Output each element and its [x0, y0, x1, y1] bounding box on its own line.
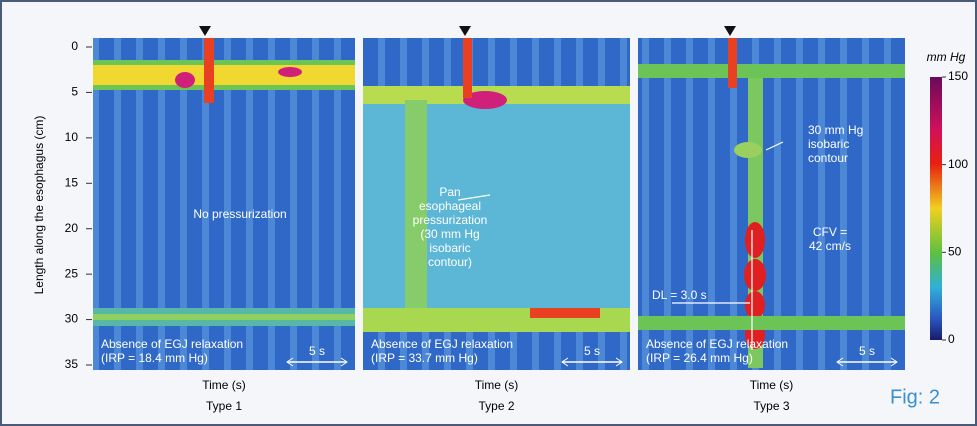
- colorbar-tick-label: 150: [948, 69, 968, 83]
- annotation: contour): [428, 255, 472, 269]
- heatmap-panel: [363, 38, 630, 370]
- x-axis-label: Time (s): [475, 378, 519, 392]
- footer-text: (IRP = 33.7 mm Hg): [371, 351, 478, 365]
- y-tick-label: 5: [71, 85, 78, 99]
- panel-type: Type 2: [478, 399, 514, 413]
- footer-text: (IRP = 26.4 mm Hg): [646, 351, 753, 365]
- colorbar: [930, 77, 942, 340]
- annotation: (30 mm Hg: [420, 227, 479, 241]
- colorbar-title: mm Hg: [927, 50, 966, 64]
- annotation: No pressurization: [193, 207, 286, 221]
- footer-text: Absence of EGJ relaxation: [371, 337, 513, 351]
- footer-text: (IRP = 18.4 mm Hg): [101, 351, 208, 365]
- annotation: 42 cm/s: [809, 239, 851, 253]
- annotation: CFV =: [813, 225, 847, 239]
- annotation: esophageal: [419, 199, 481, 213]
- panel-type: Type 1: [206, 399, 242, 413]
- heatmap-panel: [93, 38, 355, 370]
- y-tick-label: 25: [65, 266, 79, 280]
- heatmap-panel: [638, 38, 905, 370]
- colorbar-tick-label: 100: [948, 157, 968, 171]
- annotation: isobaric: [808, 137, 849, 151]
- annotation: pressurization: [413, 213, 488, 227]
- y-tick-label: 35: [65, 357, 79, 371]
- panel-type: Type 3: [753, 399, 789, 413]
- y-tick-label: 0: [71, 39, 78, 53]
- y-tick-label: 15: [65, 175, 79, 189]
- annotation: isobaric: [429, 241, 470, 255]
- annotation: DL = 3.0 s: [652, 288, 707, 302]
- scale-label: 5 s: [859, 344, 875, 358]
- annotation: Pan: [439, 185, 460, 199]
- annotation: 30 mm Hg: [808, 123, 863, 137]
- scale-label: 5 s: [309, 344, 325, 358]
- footer-text: Absence of EGJ relaxation: [646, 337, 788, 351]
- x-axis-label: Time (s): [750, 378, 794, 392]
- footer-text: Absence of EGJ relaxation: [101, 337, 243, 351]
- fig-label: Fig: 2: [890, 386, 940, 408]
- y-tick-label: 20: [65, 221, 79, 235]
- y-tick-label: 10: [65, 130, 79, 144]
- y-axis-label: Length along the esophagus (cm): [32, 116, 46, 295]
- figure: mm Hg Length along the esophagus (cm) Fi…: [0, 0, 977, 426]
- colorbar-tick-label: 0: [948, 332, 955, 346]
- scale-label: 5 s: [584, 344, 600, 358]
- y-tick-label: 30: [65, 312, 79, 326]
- x-axis-label: Time (s): [202, 378, 246, 392]
- colorbar-tick-label: 50: [948, 245, 962, 259]
- annotation: contour: [808, 151, 848, 165]
